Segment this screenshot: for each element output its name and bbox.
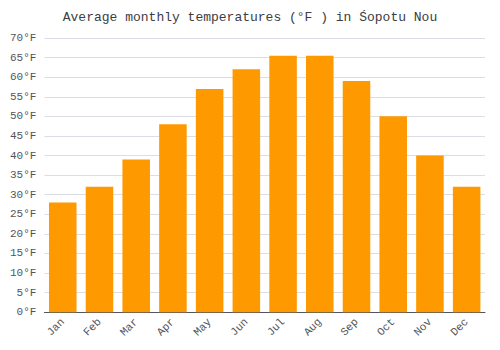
svg-text:20°F: 20°F: [10, 228, 36, 240]
svg-text:Jul: Jul: [265, 316, 287, 338]
svg-text:Apr: Apr: [155, 316, 177, 338]
svg-text:45°F: 45°F: [10, 130, 36, 142]
svg-text:Jun: Jun: [228, 316, 250, 338]
svg-text:65°F: 65°F: [10, 52, 36, 64]
svg-text:Jan: Jan: [45, 316, 67, 338]
svg-text:15°F: 15°F: [10, 247, 36, 259]
svg-text:30°F: 30°F: [10, 189, 36, 201]
svg-text:35°F: 35°F: [10, 169, 36, 181]
svg-text:5°F: 5°F: [17, 287, 37, 299]
svg-text:0°F: 0°F: [17, 306, 37, 318]
svg-text:Mar: Mar: [118, 316, 140, 338]
svg-text:40°F: 40°F: [10, 150, 36, 162]
svg-text:70°F: 70°F: [10, 32, 36, 44]
svg-text:25°F: 25°F: [10, 208, 36, 220]
svg-text:10°F: 10°F: [10, 267, 36, 279]
svg-text:Sep: Sep: [338, 316, 360, 338]
svg-text:Dec: Dec: [448, 316, 470, 338]
svg-text:Aug: Aug: [302, 316, 324, 338]
svg-text:60°F: 60°F: [10, 71, 36, 83]
svg-text:Feb: Feb: [81, 316, 103, 338]
svg-text:Average monthly temperatures (: Average monthly temperatures (°F ) in Śo…: [63, 10, 437, 25]
svg-text:Oct: Oct: [375, 316, 397, 338]
svg-text:50°F: 50°F: [10, 110, 36, 122]
svg-text:Nov: Nov: [412, 316, 435, 339]
svg-text:May: May: [191, 316, 214, 339]
svg-text:55°F: 55°F: [10, 91, 36, 103]
